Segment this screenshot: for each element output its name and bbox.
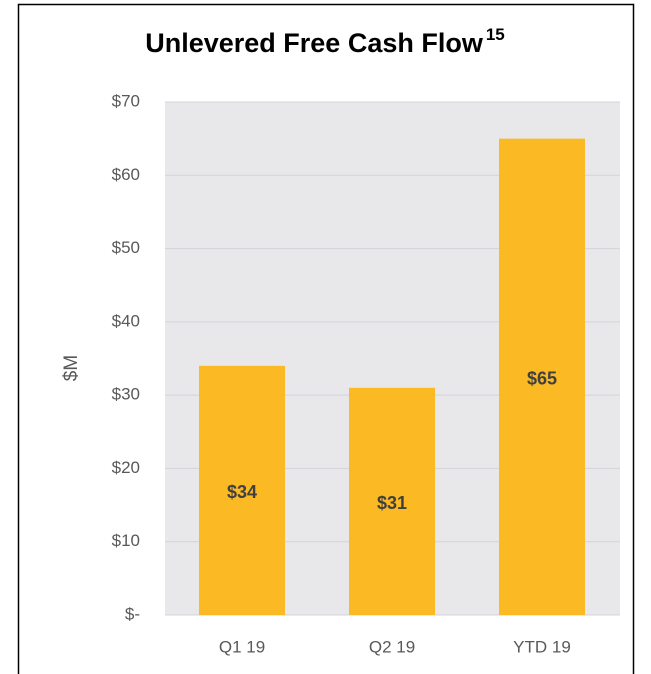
data-label: $31 — [377, 493, 407, 513]
y-tick-label: $70 — [112, 91, 140, 110]
y-tick-label: $50 — [112, 238, 140, 257]
y-tick-label: $- — [125, 604, 140, 623]
y-axis-label: $M — [61, 355, 82, 381]
x-tick-label: YTD 19 — [513, 637, 571, 656]
data-label: $65 — [527, 369, 557, 389]
frame — [17, 3, 635, 674]
title-text: Unlevered Free Cash Flow — [145, 28, 484, 58]
y-tick-label: $20 — [112, 458, 140, 477]
title-note: 15 — [486, 25, 505, 44]
y-tick-label: $40 — [112, 311, 140, 330]
data-label: $34 — [227, 482, 257, 502]
x-tick-label: Q1 19 — [219, 637, 265, 656]
y-tick-label: $60 — [112, 165, 140, 184]
bar — [199, 365, 285, 615]
bar — [499, 138, 585, 615]
x-tick-label: Q2 19 — [369, 637, 415, 656]
bar — [349, 387, 435, 615]
y-tick-label: $30 — [112, 385, 140, 404]
chart-title: Unlevered Free Cash Flow 15 — [145, 25, 505, 58]
y-tick-label: $10 — [112, 531, 140, 550]
